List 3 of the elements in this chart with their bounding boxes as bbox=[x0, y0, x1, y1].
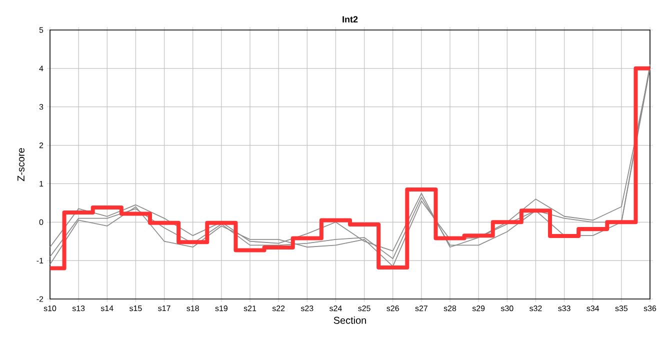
x-axis-title: Section bbox=[334, 316, 366, 324]
y-axis-title: Z-score bbox=[18, 148, 24, 182]
chart-title: Int2 bbox=[342, 16, 358, 23]
